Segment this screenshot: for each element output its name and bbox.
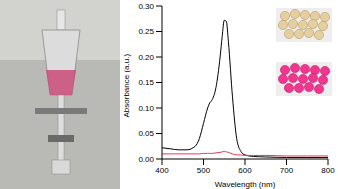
svg-text:0.20: 0.20 xyxy=(138,53,154,62)
svg-text:0.15: 0.15 xyxy=(138,78,154,87)
svg-text:400: 400 xyxy=(155,166,169,175)
svg-text:700: 700 xyxy=(280,166,294,175)
svg-text:0.10: 0.10 xyxy=(138,104,154,113)
svg-text:Absorbance (a.u.): Absorbance (a.u.) xyxy=(122,54,131,118)
svg-text:0.25: 0.25 xyxy=(138,27,154,36)
svg-text:0.05: 0.05 xyxy=(138,129,154,138)
svg-text:0.00: 0.00 xyxy=(138,155,154,164)
svg-text:0.30: 0.30 xyxy=(138,2,154,11)
svg-text:800: 800 xyxy=(321,166,330,175)
svg-text:500: 500 xyxy=(197,166,211,175)
svg-text:Wavelength (nm): Wavelength (nm) xyxy=(215,180,276,189)
svg-text:600: 600 xyxy=(238,166,252,175)
